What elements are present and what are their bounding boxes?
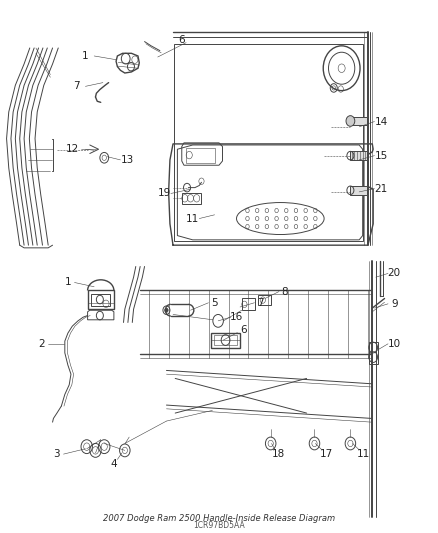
Text: 11: 11 <box>357 449 370 459</box>
Text: 3: 3 <box>53 449 60 459</box>
Bar <box>369 342 378 364</box>
Text: 16: 16 <box>230 312 243 322</box>
Text: 8: 8 <box>281 287 288 296</box>
Text: 11: 11 <box>186 214 199 223</box>
Bar <box>350 186 367 195</box>
Text: 20: 20 <box>388 269 401 278</box>
Text: 15: 15 <box>374 151 388 160</box>
Circle shape <box>346 116 355 126</box>
Text: 6: 6 <box>178 35 185 45</box>
Text: 21: 21 <box>374 184 388 193</box>
Text: 19: 19 <box>158 189 171 198</box>
Text: 17: 17 <box>320 449 333 459</box>
Bar <box>88 290 114 309</box>
Text: 9: 9 <box>391 299 398 309</box>
Bar <box>174 44 363 241</box>
Bar <box>211 333 240 348</box>
Text: 12: 12 <box>66 144 79 154</box>
Bar <box>186 148 215 163</box>
Text: 5: 5 <box>211 298 218 308</box>
Circle shape <box>165 308 168 312</box>
Bar <box>258 295 271 305</box>
Bar <box>91 294 110 306</box>
Text: 7: 7 <box>257 298 264 308</box>
Text: 10: 10 <box>388 339 401 349</box>
Bar <box>182 193 201 204</box>
Text: 7: 7 <box>73 82 80 91</box>
Text: 1: 1 <box>82 51 89 61</box>
Text: 14: 14 <box>374 117 388 126</box>
Text: 1CR97BD5AA: 1CR97BD5AA <box>193 521 245 529</box>
Text: 18: 18 <box>272 449 285 459</box>
Text: 6: 6 <box>240 326 247 335</box>
Text: 2007 Dodge Ram 2500 Handle-Inside Release Diagram: 2007 Dodge Ram 2500 Handle-Inside Releas… <box>103 514 335 522</box>
Text: 13: 13 <box>120 155 134 165</box>
Bar <box>214 335 237 345</box>
Text: 1: 1 <box>64 278 71 287</box>
Bar <box>242 298 255 310</box>
Text: 2: 2 <box>38 339 45 349</box>
Bar <box>350 117 367 125</box>
Bar <box>350 151 367 160</box>
Text: 4: 4 <box>110 459 117 469</box>
